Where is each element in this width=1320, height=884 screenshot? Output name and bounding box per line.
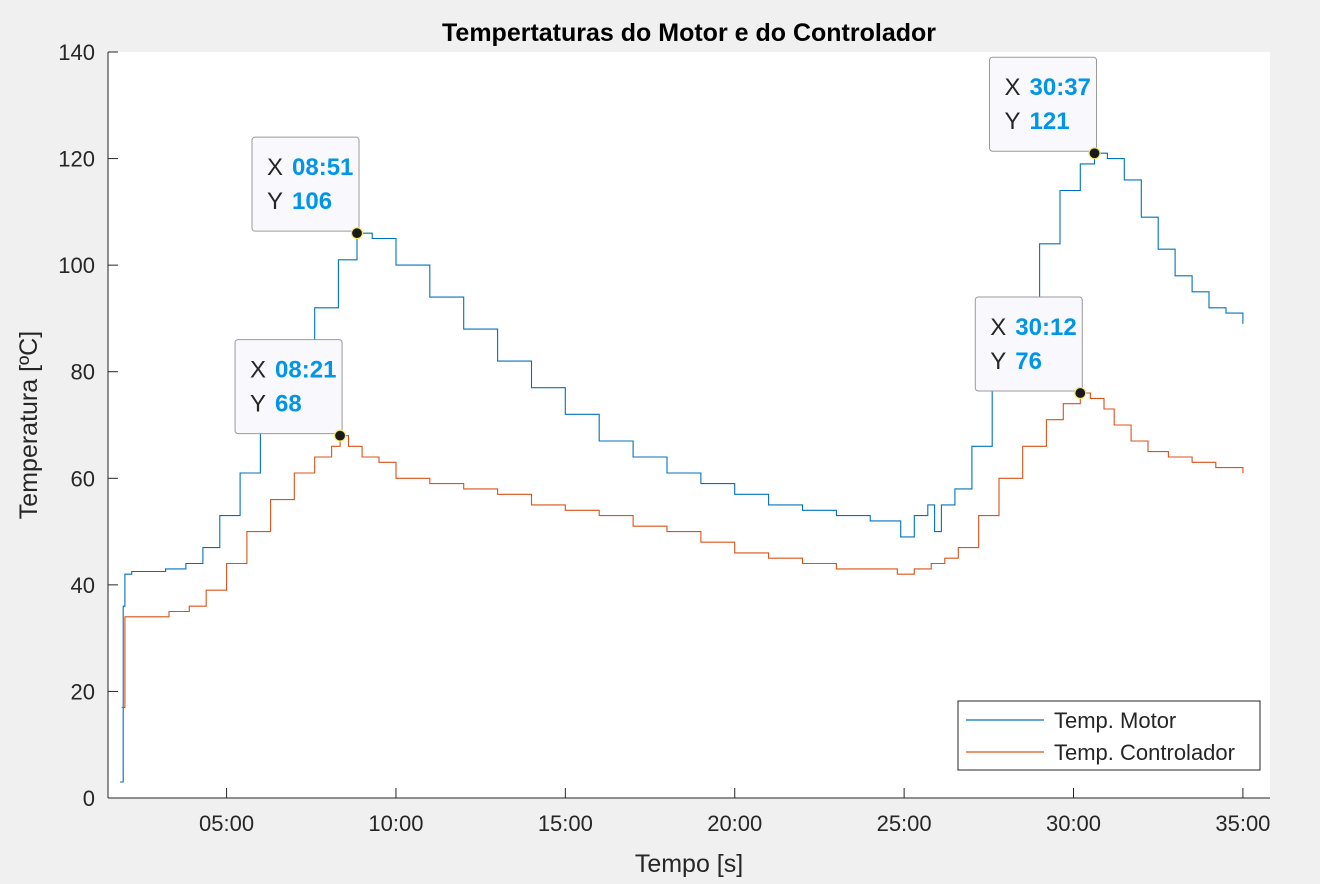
datatip-x-key: X (990, 314, 1006, 341)
datatip-y-key: Y (1005, 108, 1021, 135)
x-tick-label: 10:00 (368, 811, 423, 836)
y-tick-label: 120 (58, 147, 95, 172)
datatip-x-value: 08:21 (275, 357, 336, 384)
datatip-x-key: X (250, 357, 266, 384)
x-axis-title: Tempo [s] (635, 850, 743, 878)
datatip-marker[interactable] (350, 227, 364, 240)
datatip-y-value: 68 (275, 391, 302, 418)
y-tick-label: 60 (71, 466, 95, 491)
datatip-x-value: 30:12 (1015, 314, 1076, 341)
datatip-y-value: 106 (292, 188, 332, 215)
datatip[interactable]: X 08:51 Y 106 (251, 136, 364, 240)
x-tick-label: 15:00 (538, 811, 593, 836)
datatip[interactable]: X 30:12 Y 76 (974, 296, 1087, 400)
datatip-x-key: X (267, 154, 283, 181)
datatip-box (974, 296, 1083, 392)
datatip-box (989, 56, 1098, 152)
datatip-y-value: 121 (1030, 108, 1070, 135)
datatip[interactable]: X 08:21 Y 68 (234, 339, 347, 442)
legend[interactable]: Temp. Motor Temp. Controlador (957, 700, 1261, 771)
datatip-marker[interactable] (1088, 147, 1101, 160)
datatip-y-key: Y (990, 348, 1006, 375)
y-tick-label: 0 (83, 786, 95, 811)
y-tick-label: 100 (58, 253, 95, 278)
x-tick-label: 30:00 (1046, 811, 1101, 836)
datatip-x-value: 08:51 (292, 154, 353, 181)
y-tick-label: 40 (71, 573, 95, 598)
datatip-y-key: Y (250, 391, 266, 418)
datatip-x-value: 30:37 (1030, 74, 1091, 101)
y-tick-label: 20 (71, 679, 95, 704)
x-tick-label: 35:00 (1215, 811, 1270, 836)
datatip-y-value: 76 (1015, 348, 1042, 375)
series-line-controlador (121, 392, 1244, 708)
datatip-y-key: Y (267, 188, 283, 215)
datatip[interactable]: X 30:37 Y 121 (989, 56, 1101, 160)
axes: 05:00 10:00 15:00 20:00 25:00 30:00 35:00 0 20 40… (58, 40, 1270, 836)
y-tick-label: 140 (58, 40, 95, 65)
legend-label-controlador: Temp. Controlador (1054, 740, 1235, 765)
x-tick-label: 20:00 (707, 811, 762, 836)
y-axis-title: Temperatura [ºC] (15, 331, 43, 519)
x-tick-label: 25:00 (877, 811, 932, 836)
legend-label-motor: Temp. Motor (1054, 708, 1176, 733)
datatip-marker[interactable] (333, 429, 347, 442)
datatip-marker[interactable] (1074, 386, 1087, 400)
y-tick-label: 80 (71, 360, 95, 385)
series-layer (119, 152, 1244, 783)
series-line-motor (119, 152, 1244, 783)
x-tick-label: 05:00 (199, 811, 254, 836)
chart-title: Tempertaturas do Motor e do Controlador (442, 19, 936, 47)
datatip-x-key: X (1005, 74, 1021, 101)
datatips: X 08:51 Y 106 X 08:21 Y 68 X 30:37 Y 121 X 30:12 Y 76 (234, 56, 1101, 442)
datatip-box (234, 339, 343, 435)
datatip-box (251, 136, 360, 232)
legend-box (957, 700, 1261, 771)
